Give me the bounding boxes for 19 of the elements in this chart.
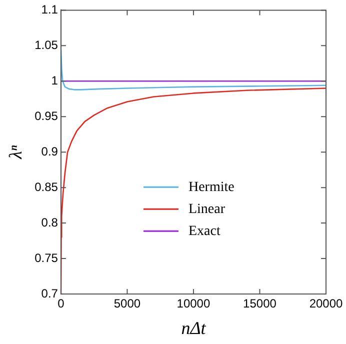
x-tick-label: 0 xyxy=(58,296,65,311)
legend-label: Hermite xyxy=(188,180,234,195)
y-tick-label: 0.95 xyxy=(34,108,58,123)
y-tick-label: 0.9 xyxy=(41,144,58,158)
x-tick-label: 20000 xyxy=(309,296,344,311)
y-axis-title: λⁿ xyxy=(6,145,26,160)
legend-label: Linear xyxy=(188,202,226,217)
y-tick-label: 0.75 xyxy=(34,250,58,265)
y-tick-label: 0.7 xyxy=(41,286,58,300)
y-tick-label: 1.05 xyxy=(34,38,58,52)
legend-label: Exact xyxy=(188,224,220,239)
x-tick-label: 15000 xyxy=(243,296,277,311)
y-tick-label: 1 xyxy=(51,73,58,88)
x-tick-label: 5000 xyxy=(114,296,141,311)
x-tick-label: 10000 xyxy=(176,296,210,311)
y-tick-label: 1.1 xyxy=(41,2,58,17)
x-axis-title: nΔt xyxy=(181,318,207,338)
y-tick-label: 0.85 xyxy=(34,180,58,194)
y-tick-label: 0.8 xyxy=(41,215,58,230)
